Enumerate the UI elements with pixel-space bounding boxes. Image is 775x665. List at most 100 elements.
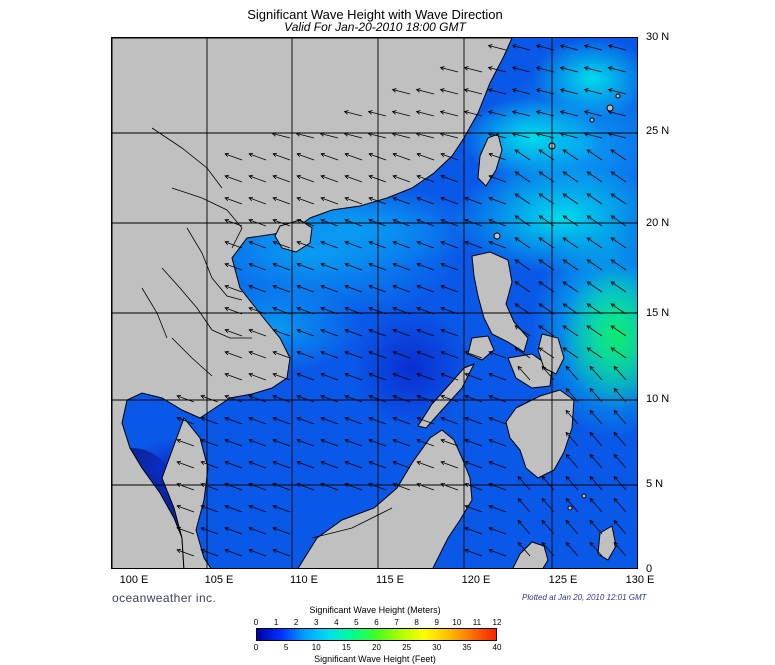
wave-arrow-head <box>224 394 230 400</box>
wave-arrow <box>224 285 243 293</box>
wave-arrow <box>536 133 555 139</box>
wave-arrow-head <box>272 218 278 224</box>
wave-arrow-head <box>368 240 374 246</box>
map-subtitle: Valid For Jan-20-2010 18:00 GMT <box>284 20 466 34</box>
wave-arrow-head <box>296 372 302 378</box>
wave-arrow-head <box>535 110 541 115</box>
wave-arrow <box>272 505 291 513</box>
wave-arrow <box>488 89 507 95</box>
wave-arrow <box>272 417 291 425</box>
wave-arrow <box>541 366 555 381</box>
wave-arrow <box>392 461 411 469</box>
wave-arrow <box>464 197 483 205</box>
wave-arrow-head <box>565 541 571 547</box>
wave-arrow-head <box>511 88 517 93</box>
wave-arrow-head <box>463 110 469 115</box>
wave-arrow-head <box>224 416 230 422</box>
wave-arrow-head <box>607 110 613 115</box>
wave-arrow <box>440 263 459 271</box>
land-visayas <box>507 353 553 389</box>
wave-arrow-head <box>248 240 254 246</box>
wave-arrow <box>344 307 363 315</box>
lat-label-15n: 15 N <box>646 307 670 319</box>
wave-arrow <box>416 197 435 205</box>
wave-arrow-head <box>320 460 326 466</box>
wave-arrow <box>224 483 243 491</box>
wave-arrow-head <box>464 416 470 422</box>
wave-arrow <box>613 366 627 381</box>
wave-arrow <box>392 307 411 315</box>
wave-arrow-head <box>416 262 422 268</box>
wave-arrow-head <box>368 218 374 224</box>
wave-arrow <box>248 153 267 161</box>
wave-arrow-head <box>343 132 349 137</box>
wave-arrow <box>514 171 531 183</box>
wave-arrow-head <box>565 431 571 437</box>
wave-arrow-head <box>224 482 230 488</box>
wave-arrow <box>368 439 387 447</box>
wave-arrow-head <box>296 394 302 400</box>
wave-arrow-head <box>487 110 493 115</box>
wave-arrow-head <box>583 44 589 49</box>
wave-arrow <box>565 366 579 381</box>
wave-arrow-head <box>488 394 494 400</box>
wave-arrow-head <box>272 548 278 554</box>
wave-arrow-head <box>367 110 373 115</box>
wave-arrow <box>517 542 531 557</box>
land-luzon <box>471 251 529 353</box>
wave-arrow-head <box>514 325 520 330</box>
wave-arrow <box>416 373 435 381</box>
wave-arrow <box>562 171 579 183</box>
wave-arrow <box>560 67 579 73</box>
wave-arrow-head <box>320 306 326 312</box>
wave-arrow-head <box>344 218 350 224</box>
wave-arrow <box>320 285 339 293</box>
wave-arrow-head <box>538 237 544 242</box>
wave-arrow <box>562 325 579 337</box>
wave-arrow-head <box>607 132 613 137</box>
wave-arrow <box>392 133 411 139</box>
wave-arrow-head <box>320 372 326 378</box>
wave-arrow <box>464 241 483 249</box>
wave-arrow-head <box>272 504 278 510</box>
colorbar-meters-tick: 2 <box>293 618 299 627</box>
wave-arrow-head <box>320 218 326 224</box>
wave-arrow <box>344 153 363 161</box>
wave-arrow <box>392 153 411 161</box>
wave-arrow <box>272 439 291 447</box>
wave-arrow-head <box>488 152 494 158</box>
wave-arrow-head <box>296 482 302 488</box>
wave-arrow <box>586 171 603 183</box>
wave-arrow-head <box>416 218 422 224</box>
wave-arrow <box>368 329 387 337</box>
wave-arrow-head <box>320 350 326 356</box>
wave-arrow-head <box>583 110 589 115</box>
wave-arrow-head <box>559 110 565 115</box>
wave-arrow <box>440 483 459 491</box>
wave-arrow <box>224 329 243 337</box>
wave-arrow-head <box>344 174 350 180</box>
wave-arrow <box>536 89 555 95</box>
wave-arrow <box>584 133 603 139</box>
wave-arrow <box>176 527 195 535</box>
wave-arrow <box>392 285 411 293</box>
wave-arrow-head <box>440 350 446 356</box>
colorbar-meters-tick: 11 <box>472 618 482 627</box>
wave-arrow-head <box>415 132 421 137</box>
wave-arrow-head <box>562 325 568 330</box>
wave-arrow-head <box>176 438 182 444</box>
wave-arrow-head <box>440 438 446 444</box>
wave-arrow <box>440 67 459 73</box>
wave-arrow-head <box>538 215 544 220</box>
wave-arrow-head <box>224 306 230 312</box>
wave-arrow-head <box>610 259 616 264</box>
wave-arrow-head <box>487 132 493 137</box>
wave-arrow <box>517 476 531 491</box>
wave-height-map <box>112 38 637 568</box>
wave-arrow-head <box>272 262 278 268</box>
colorbar-meters-tick: 8 <box>414 618 419 627</box>
wave-arrow <box>565 410 579 425</box>
wave-arrow <box>440 133 459 139</box>
wave-arrow <box>565 520 579 535</box>
wave-arrow <box>514 259 531 271</box>
